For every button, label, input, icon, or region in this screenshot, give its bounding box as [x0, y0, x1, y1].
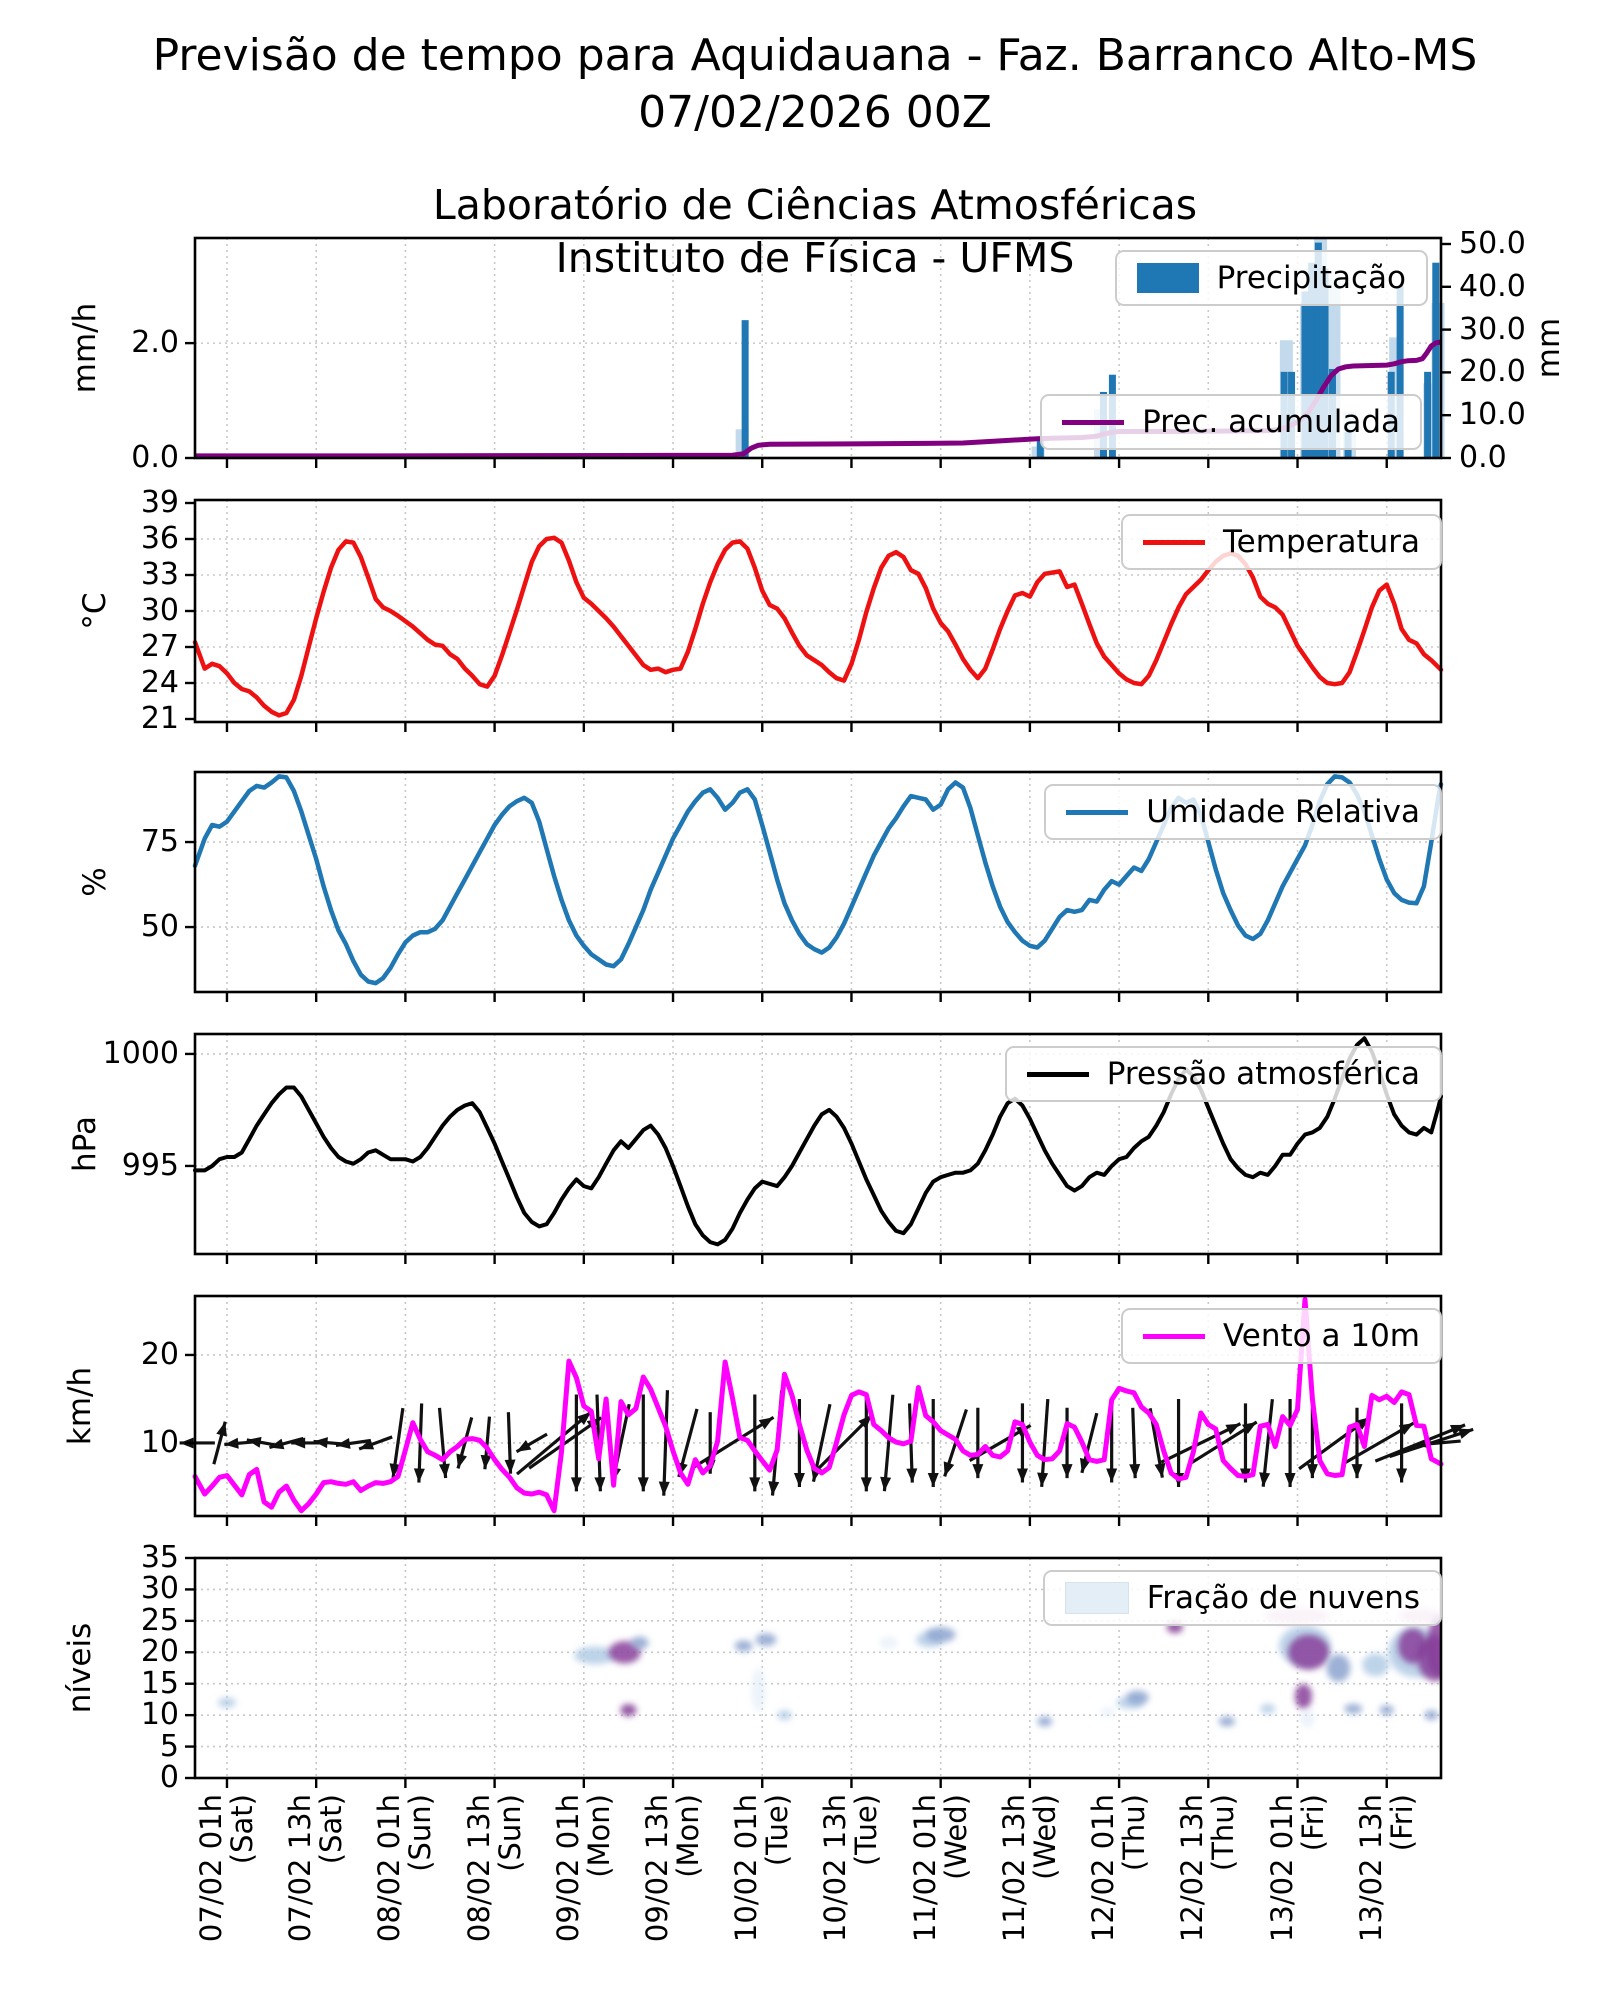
y-tick-label: 10: [140, 1424, 179, 1460]
legend-cloud-fraction: Fração de nuvens: [1042, 1570, 1442, 1626]
y-tick-label: 50: [140, 909, 179, 945]
pressure-line-swatch: [1026, 1071, 1089, 1077]
y-tick-label: 1000: [102, 1035, 179, 1071]
x-tick-label: 10/02 13h (Tue): [818, 1794, 884, 1943]
lab-subtitle: Laboratório de Ciências Atmosféricas: [432, 181, 1198, 229]
y-tick-label-right: 50.0: [1459, 225, 1526, 261]
accumulated-line-swatch: [1062, 419, 1125, 425]
x-tick-label: 13/02 13h (Fri): [1353, 1794, 1419, 1943]
y-tick-label: 20: [140, 1634, 179, 1670]
y-tick-label: 5: [159, 1728, 179, 1764]
y-tick-label-right: 10.0: [1459, 397, 1526, 433]
x-tick-label: 09/02 13h (Mon): [640, 1794, 706, 1943]
figure-run-date: 07/02/2026 00Z: [638, 87, 992, 138]
x-tick-label: 12/02 13h (Thu): [1175, 1794, 1241, 1943]
x-tick-label: 11/02 01h (Wed): [907, 1794, 973, 1943]
legend-temperature: Temperatura: [1121, 514, 1442, 570]
x-tick-label: 10/02 01h (Tue): [729, 1794, 795, 1943]
legend-cloud-fraction-label: Fração de nuvens: [1146, 1580, 1420, 1616]
y-tick-label: 39: [140, 485, 179, 520]
x-tick-label: 08/02 13h (Sun): [461, 1794, 527, 1943]
y-tick-label-right: 40.0: [1459, 268, 1526, 304]
legend-pressure: Pressão atmosférica: [1004, 1046, 1442, 1102]
y-tick-label: 33: [140, 557, 179, 592]
y-tick-label: 0.0: [131, 440, 179, 475]
y-tick-label: 35: [140, 1540, 179, 1575]
legend-accumulated: Prec. acumulada: [1040, 394, 1422, 450]
y-tick-label: 15: [140, 1665, 179, 1701]
y-tick-label: 10: [140, 1697, 179, 1733]
y-tick-label-right: 30.0: [1459, 311, 1526, 347]
precipitation-swatch: [1136, 263, 1199, 293]
y-tick-label: 0: [159, 1760, 179, 1795]
y-tick-label: 30: [140, 593, 179, 628]
y-tick-label-right: 20.0: [1459, 354, 1526, 390]
y-tick-label: 2.0: [131, 325, 179, 361]
legend-humidity-label: Umidade Relativa: [1146, 794, 1420, 830]
title-block: Previsão de tempo para Aquidauana - Faz.…: [0, 28, 1600, 285]
legend-accumulated-label: Prec. acumulada: [1142, 404, 1400, 440]
legend-pressure-label: Pressão atmosférica: [1106, 1056, 1420, 1092]
humidity-line-swatch: [1066, 809, 1129, 815]
x-tick-label: 08/02 01h (Sun): [372, 1794, 438, 1943]
legend-wind: Vento a 10m: [1121, 1308, 1442, 1364]
y-tick-label: 36: [140, 521, 179, 556]
legend-precipitation: Precipitação: [1114, 250, 1428, 306]
y-tick-label: 27: [140, 629, 179, 664]
y-tick-label: 21: [140, 701, 179, 736]
y-tick-label: 20: [140, 1336, 179, 1372]
x-tick-label: 13/02 01h (Fri): [1264, 1794, 1330, 1943]
y-tick-label: 24: [140, 665, 179, 700]
x-tick-label: 07/02 01h (Sat): [193, 1794, 259, 1943]
cloud-fraction-swatch: [1064, 1582, 1129, 1614]
y-tick-label: 25: [140, 1602, 179, 1638]
x-tick-label: 09/02 01h (Mon): [550, 1794, 616, 1943]
wind-line-swatch: [1143, 1333, 1205, 1339]
legend-precipitation-label: Precipitação: [1216, 260, 1406, 296]
legend-humidity: Umidade Relativa: [1044, 784, 1442, 840]
legend-wind-label: Vento a 10m: [1223, 1318, 1420, 1354]
x-tick-label: 12/02 01h (Thu): [1086, 1794, 1152, 1943]
figure-title: Previsão de tempo para Aquidauana - Faz.…: [152, 30, 1478, 81]
y-tick-label: 30: [140, 1571, 179, 1607]
temperature-line-swatch: [1143, 539, 1206, 545]
institute-subtitle: Instituto de Física - UFMS: [555, 234, 1075, 283]
y-tick-label: 995: [121, 1147, 179, 1183]
legend-temperature-label: Temperatura: [1223, 524, 1420, 560]
x-tick-label: 07/02 13h (Sat): [283, 1794, 349, 1943]
y-tick-label: 75: [140, 824, 179, 860]
x-tick-label: 11/02 13h (Wed): [996, 1794, 1062, 1943]
y-tick-label-right: 0.0: [1459, 440, 1507, 475]
